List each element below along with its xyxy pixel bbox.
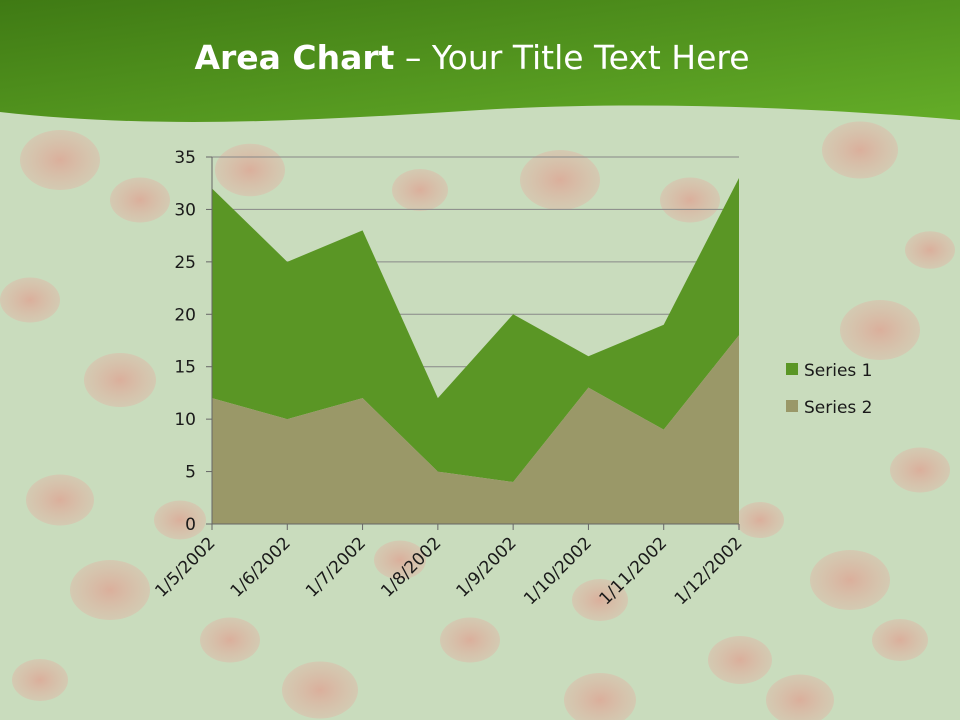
poppy-blob — [736, 502, 784, 538]
poppy-blob — [572, 579, 628, 621]
poppy-blob — [440, 617, 500, 663]
poppy-blob — [708, 636, 772, 684]
y-axis-ticks: 0 5 10 15 20 25 30 35 — [174, 148, 196, 535]
poppy-blob — [810, 550, 890, 610]
poppy-blob — [840, 300, 920, 360]
y-tick-label: 5 — [185, 463, 196, 483]
chart-legend: Series 1 Series 2 — [786, 361, 873, 418]
x-tick-label: 1/6/2002 — [227, 533, 295, 601]
poppy-blob — [26, 474, 94, 526]
x-tick-label: 1/10/2002 — [520, 533, 596, 609]
title-rest: – Your Title Text Here — [394, 38, 750, 77]
y-tick-label: 35 — [174, 148, 196, 168]
poppy-blob — [890, 447, 950, 493]
x-tick-label: 1/7/2002 — [302, 533, 370, 601]
poppy-blob — [520, 150, 600, 210]
y-tick-label: 25 — [174, 253, 196, 273]
poppy-blob — [12, 659, 68, 701]
poppy-blob — [0, 277, 60, 323]
poppy-blob — [392, 169, 448, 211]
poppy-blob — [872, 619, 928, 661]
poppy-blob — [20, 130, 100, 190]
y-tick-label: 10 — [174, 410, 196, 430]
series-2-area — [212, 335, 739, 524]
title-bold: Area Chart — [194, 38, 395, 77]
poppy-blob — [564, 673, 636, 720]
poppy-blob — [660, 177, 720, 223]
poppy-blob — [84, 353, 156, 407]
poppy-blob — [822, 121, 898, 179]
poppy-blob — [282, 661, 358, 719]
y-tick-label: 30 — [174, 200, 196, 220]
legend-label-series-2: Series 2 — [804, 398, 873, 418]
poppy-blob — [154, 500, 206, 540]
poppy-blob — [200, 617, 260, 663]
x-tick-label: 1/11/2002 — [595, 533, 671, 609]
x-tick-label: 1/12/2002 — [671, 533, 747, 609]
chart-axes — [206, 156, 740, 530]
poppy-field-decoration — [0, 121, 955, 720]
poppy-blob — [70, 560, 150, 620]
x-tick-label: 1/9/2002 — [453, 533, 521, 601]
poppy-blob — [766, 674, 834, 720]
y-tick-label: 0 — [185, 515, 196, 535]
legend-swatch-series-2 — [786, 400, 798, 412]
y-tick-label: 20 — [174, 305, 196, 325]
poppy-blob — [110, 177, 170, 223]
x-tick-label: 1/8/2002 — [377, 533, 445, 601]
poppy-blob — [905, 231, 955, 269]
legend-swatch-series-1 — [786, 363, 798, 375]
header-banner — [0, 0, 960, 122]
y-tick-label: 15 — [174, 358, 196, 378]
x-tick-label: 1/5/2002 — [151, 533, 219, 601]
poppy-blob — [374, 540, 426, 580]
x-axis-ticks: 1/5/2002 1/6/2002 1/7/2002 1/8/2002 1/9/2002… — [151, 533, 746, 609]
slide-title: Area Chart – Your Title Text Here — [0, 38, 944, 77]
chart-areas — [212, 177, 739, 524]
legend-label-series-1: Series 1 — [804, 361, 873, 381]
series-1-area — [212, 177, 739, 483]
